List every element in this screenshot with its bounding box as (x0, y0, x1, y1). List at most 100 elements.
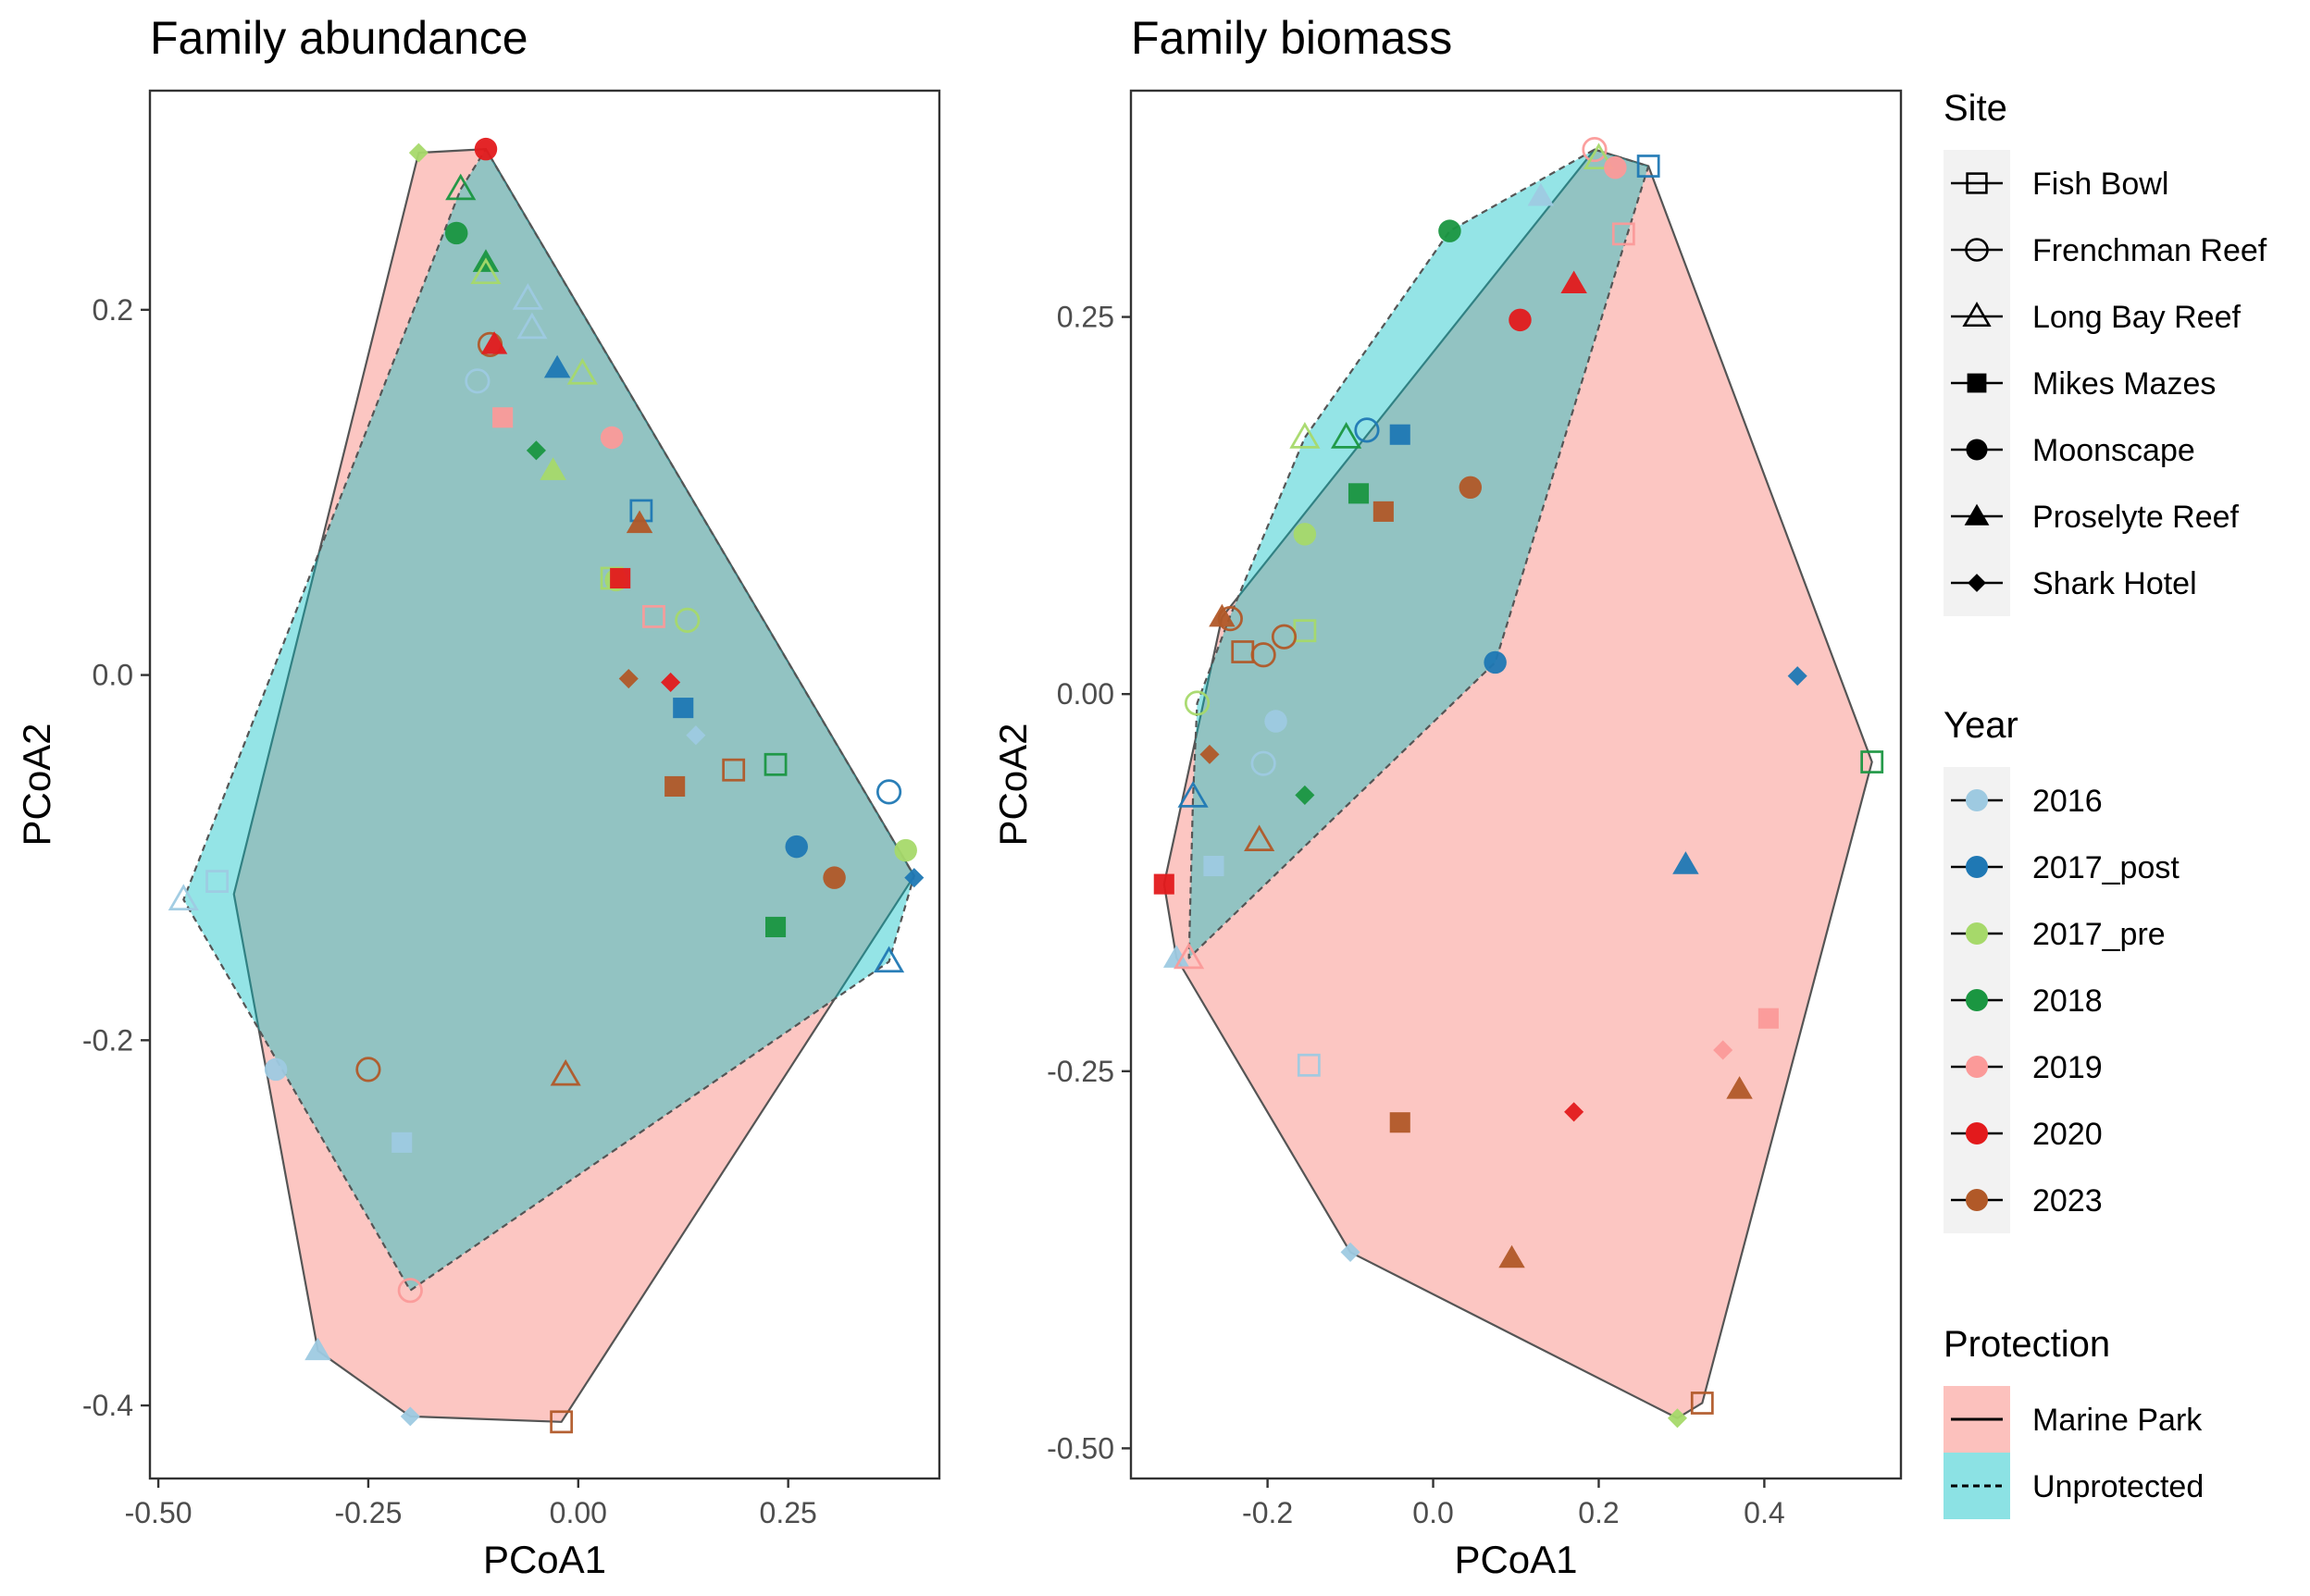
legend-key-circle-icon (1966, 439, 1988, 461)
x-axis-label: PCoA1 (1454, 1538, 1577, 1581)
legend-label: 2023 (2032, 1183, 2103, 1219)
data-point (1560, 270, 1587, 294)
data-point (1438, 219, 1461, 242)
data-point (1713, 1040, 1733, 1060)
x-tick-label: 0.2 (1578, 1496, 1619, 1529)
data-point (675, 607, 701, 633)
data-point (1331, 422, 1362, 449)
legend-key-triangle-icon (1964, 503, 1990, 526)
data-point (480, 331, 508, 354)
data-point (1354, 417, 1380, 443)
x-tick-label: 0.00 (550, 1496, 607, 1529)
legend-label: Frenchman Reef (2032, 233, 2267, 268)
legend-key-triangle-open-icon (1962, 302, 1992, 328)
legend: Site Fish Bowl Frenchman Reef Long Bay Ree… (1944, 88, 2267, 1519)
data-point (764, 752, 788, 776)
panel-family-abundance: -0.50 -0.25 0.00 0.25 -0.4 -0.2 0.0 0.2 Family a… (15, 12, 941, 1581)
data-point (408, 142, 428, 163)
data-point (1244, 824, 1275, 852)
data-point (664, 775, 686, 798)
data-point (1162, 945, 1190, 968)
data-point (661, 672, 681, 693)
data-point (1726, 1076, 1753, 1099)
data-point (304, 1337, 331, 1361)
data-point (1484, 650, 1507, 674)
data-point (722, 758, 746, 782)
y-tick-label: 0.2 (93, 293, 133, 327)
data-point (876, 779, 902, 805)
legend-protection: Marine Park Unprotected (1944, 1386, 2204, 1519)
data-point (1209, 603, 1236, 627)
data-point (397, 1278, 423, 1304)
x-tick-label: 0.4 (1744, 1496, 1784, 1529)
legend-item-2019: 2019 (1951, 1050, 2103, 1085)
data-point (543, 354, 571, 378)
legend-item-proselyte-reef: Proselyte Reef (1951, 500, 2240, 535)
data-point (1295, 785, 1315, 805)
data-point (550, 1410, 574, 1434)
data-point (1690, 1392, 1714, 1415)
data-point (1527, 182, 1555, 206)
data-point (823, 866, 846, 889)
data-point (264, 1058, 288, 1082)
data-point (526, 440, 546, 461)
legend-label: 2017_pre (2032, 917, 2166, 952)
data-point (1297, 1053, 1321, 1077)
legend-label: Long Bay Reef (2032, 300, 2241, 335)
data-point (1672, 851, 1699, 874)
data-point (474, 137, 498, 161)
panel-border (148, 89, 941, 1480)
data-point (1389, 424, 1410, 445)
legend-key-dot (1966, 789, 1988, 811)
legend-label: Fish Bowl (2032, 167, 2168, 202)
legend-label: 2020 (2032, 1117, 2103, 1152)
panel-family-biomass: -0.2 0.0 0.2 0.4 -0.50 -0.25 0.00 0.25 Family bi… (991, 12, 1903, 1581)
y-tick-label: -0.50 (1047, 1431, 1114, 1465)
hull-marine-park (1162, 148, 1873, 1419)
data-point (1389, 1112, 1410, 1133)
data-point (492, 407, 514, 428)
y-axis-label: PCoA2 (991, 723, 1035, 846)
legend-label: Marine Park (2032, 1403, 2203, 1438)
legend-item-marine-park: Marine Park (1944, 1386, 2203, 1453)
legend-label: Mikes Mazes (2032, 366, 2216, 402)
legend-item-2017-pre: 2017_pre (1951, 917, 2166, 952)
legend-item-2018: 2018 (1951, 984, 2103, 1019)
legend-key-dot (1966, 1056, 1988, 1078)
data-point (610, 567, 631, 589)
chart-title: Family abundance (150, 12, 528, 64)
legend-key-square-icon (1967, 373, 1987, 393)
legend-key-dot (1966, 989, 1988, 1011)
data-point (566, 357, 598, 385)
legend-item-shark-hotel: Shark Hotel (1951, 566, 2197, 601)
legend-year: 2016 2017_post 2017_pre 2018 2019 2020 2023 (1944, 767, 2180, 1233)
legend-key-circle-open-icon (1965, 238, 1989, 262)
x-tick-label: -0.2 (1242, 1496, 1293, 1529)
legend-label: Unprotected (2032, 1469, 2204, 1504)
legend-site-title: Site (1944, 88, 2007, 129)
legend-item-long-bay-reef: Long Bay Reef (1951, 300, 2241, 335)
data-point (673, 698, 694, 719)
data-point (512, 283, 543, 310)
legend-protection-title: Protection (1944, 1324, 2110, 1365)
data-point (1174, 942, 1205, 970)
data-point (1293, 523, 1317, 546)
data-point (904, 868, 925, 888)
legend-item-2017-post: 2017_post (1951, 850, 2180, 885)
hull-marine-park (232, 148, 915, 1423)
data-point (618, 668, 639, 689)
legend-key-dot (1966, 1189, 1988, 1211)
legend-label: Proselyte Reef (2032, 500, 2240, 535)
legend-key-dot (1966, 922, 1988, 945)
legend-key-square-open-icon (1966, 172, 1988, 194)
data-point (1636, 155, 1660, 178)
data-point (205, 870, 230, 894)
x-tick-label: -0.25 (334, 1496, 402, 1529)
legend-label: Moonscape (2032, 433, 2195, 468)
y-axis-label: PCoA2 (15, 723, 58, 846)
legend-site: Fish Bowl Frenchman Reef Long Bay Reef Mike… (1944, 150, 2267, 616)
y-tick-label: 0.25 (1057, 301, 1114, 334)
x-axis-label: PCoA1 (483, 1538, 606, 1581)
data-point (1757, 1008, 1779, 1029)
